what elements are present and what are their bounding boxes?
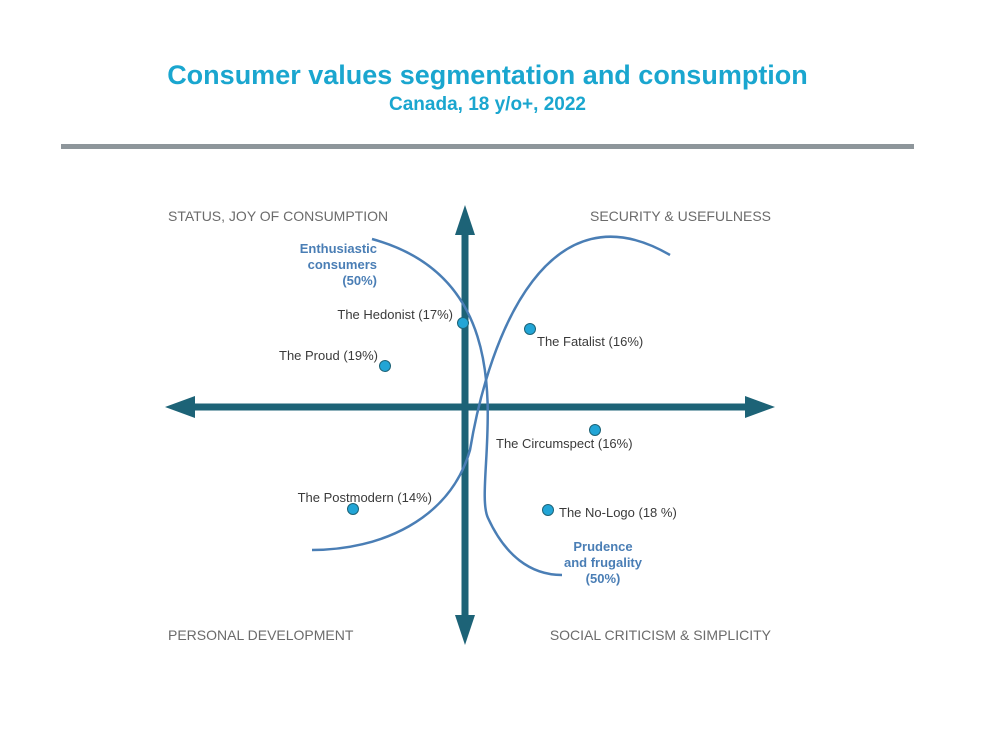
prudence-frugality-curve <box>311 235 671 552</box>
group-label-line: Enthusiastic <box>300 241 377 256</box>
group-label-enthusiastic: Enthusiastic consumers (50%) <box>300 241 377 288</box>
segment-label-hedonist: The Hedonist (17%) <box>337 307 453 322</box>
chart-title: Consumer values segmentation and consump… <box>167 60 808 90</box>
right-arrowhead <box>745 396 775 418</box>
segment-dot-hedonist[interactable] <box>457 317 469 329</box>
segment-labels: The Hedonist (17%) The Proud (19%) The F… <box>279 307 677 520</box>
segment-points <box>347 317 601 516</box>
header-divider <box>61 144 914 149</box>
group-label-line: Prudence <box>573 539 632 554</box>
segment-dot-postmodern[interactable] <box>347 503 359 515</box>
bottom-arrowhead <box>455 615 475 645</box>
segment-dot-circumspect[interactable] <box>589 424 601 436</box>
segment-dot-no-logo[interactable] <box>542 504 554 516</box>
segment-label-circumspect: The Circumspect (16%) <box>496 436 633 451</box>
quadrant-label-top-left: STATUS, JOY OF CONSUMPTION <box>168 208 388 224</box>
quadrant-label-bottom-right: SOCIAL CRITICISM & SIMPLICITY <box>550 627 772 643</box>
quadrant-label-top-right: SECURITY & USEFULNESS <box>590 208 771 224</box>
group-label-line: consumers <box>308 257 377 272</box>
group-label-line: (50%) <box>342 273 377 288</box>
quadrant-label-bottom-left: PERSONAL DEVELOPMENT <box>168 627 354 643</box>
segment-dot-proud[interactable] <box>379 360 391 372</box>
segment-dot-fatalist[interactable] <box>524 323 536 335</box>
axes <box>165 205 775 645</box>
top-arrowhead <box>455 205 475 235</box>
segment-label-proud: The Proud (19%) <box>279 348 378 363</box>
group-label-line: (50%) <box>586 571 621 586</box>
group-label-line: and frugality <box>564 555 643 570</box>
chart-subtitle: Canada, 18 y/o+, 2022 <box>389 94 586 115</box>
group-label-prudence: Prudence and frugality (50%) <box>564 539 643 586</box>
left-arrowhead <box>165 396 195 418</box>
segment-label-postmodern: The Postmodern (14%) <box>298 490 432 505</box>
segment-label-no-logo: The No-Logo (18 %) <box>559 505 677 520</box>
segment-label-fatalist: The Fatalist (16%) <box>537 334 643 349</box>
enthusiastic-consumers-curve <box>371 237 563 577</box>
